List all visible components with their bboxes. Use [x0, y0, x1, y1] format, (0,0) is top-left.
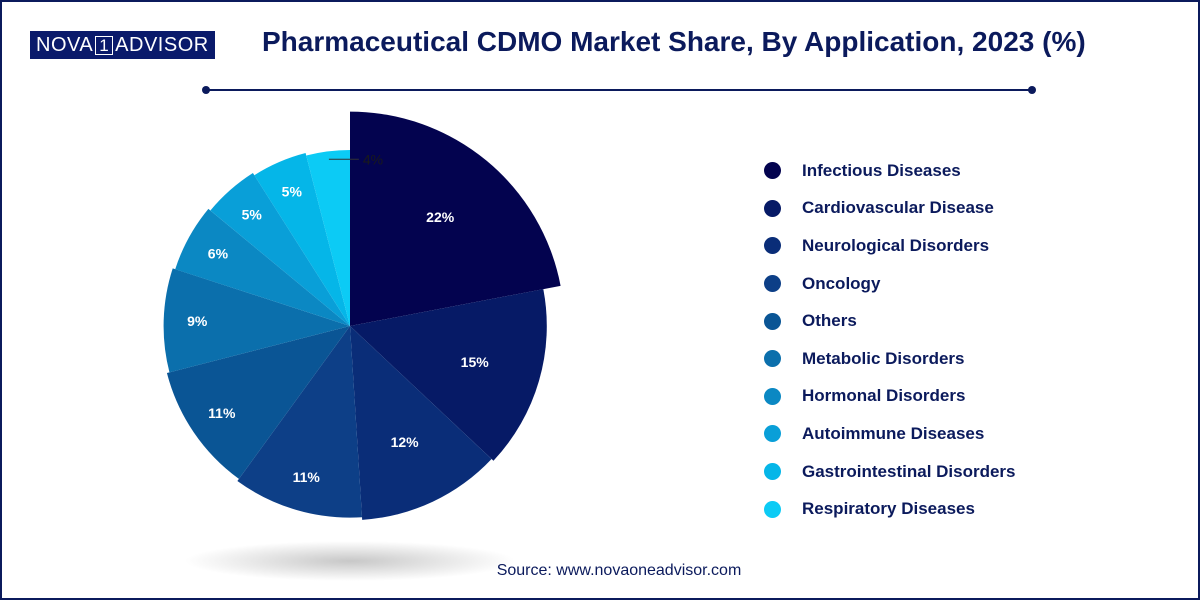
legend-swatch — [764, 237, 781, 255]
legend-swatch — [764, 199, 781, 217]
brand-logo: NOVA 1 ADVISOR — [30, 31, 215, 59]
logo-text-middle: 1 — [95, 36, 114, 55]
legend-item: Infectious Diseases — [764, 152, 1016, 190]
legend-label: Oncology — [802, 273, 881, 293]
logo-text-right: ADVISOR — [113, 31, 215, 59]
legend-item: Oncology — [764, 265, 1016, 303]
pie-slice-others — [166, 326, 350, 479]
slice-label: 15% — [461, 354, 490, 370]
legend-label: Metabolic Disorders — [802, 348, 965, 368]
slice-label: 6% — [208, 245, 229, 261]
pie-slice-infectious-diseases — [350, 111, 561, 326]
slice-label: 12% — [391, 434, 420, 450]
pie-slice-metabolic-disorders — [163, 268, 350, 373]
pie-slice-gastrointestinal-disorders — [254, 153, 350, 326]
pie-slice-autoimmune-diseases — [210, 173, 350, 326]
legend-label: Others — [802, 311, 857, 331]
source-note: Source: www.novaoneadvisor.com — [496, 562, 742, 579]
logo-text-left: NOVA — [30, 31, 96, 59]
slice-label: 5% — [242, 207, 263, 223]
legend-swatch — [764, 350, 781, 368]
pie-slice-oncology — [237, 326, 363, 518]
pie-slice-cardiovascular-disease — [350, 289, 547, 461]
legend-item: Gastrointestinal Disorders — [764, 453, 1016, 491]
legend-swatch — [764, 387, 781, 405]
legend-label: Respiratory Diseases — [802, 499, 975, 519]
title-divider — [202, 86, 1036, 94]
slice-label: 11% — [208, 405, 236, 421]
legend-item: Respiratory Diseases — [764, 490, 1016, 528]
slice-label: 5% — [282, 184, 303, 200]
legend-item: Neurological Disorders — [764, 227, 1016, 265]
legend-item: Autoimmune Diseases — [764, 415, 1016, 453]
legend-label: Hormonal Disorders — [802, 386, 966, 406]
slice-label: 9% — [187, 313, 208, 329]
legend-item: Hormonal Disorders — [764, 378, 1016, 416]
legend: Infectious Diseases Cardiovascular Diseas… — [764, 152, 1016, 528]
legend-swatch — [764, 463, 781, 481]
legend-item: Metabolic Disorders — [764, 340, 1016, 378]
legend-item: Others — [764, 302, 1016, 340]
legend-item: Cardiovascular Disease — [764, 190, 1016, 228]
legend-label: Autoimmune Diseases — [802, 423, 985, 443]
pie-slice-neurological-disorders — [350, 326, 492, 520]
legend-swatch — [764, 162, 781, 180]
legend-swatch — [764, 275, 781, 293]
pie-slice-hormonal-disorders — [175, 208, 350, 326]
chart-title: Pharmaceutical CDMO Market Share, By App… — [262, 26, 1086, 57]
legend-label: Gastrointestinal Disorders — [802, 461, 1016, 481]
slice-label: 4% — [363, 151, 383, 167]
legend-label: Infectious Diseases — [802, 160, 961, 180]
legend-swatch — [764, 500, 781, 518]
pie-shadow — [185, 541, 515, 581]
slice-label: 11% — [293, 469, 321, 485]
legend-label: Neurological Disorders — [802, 235, 990, 255]
legend-label: Cardiovascular Disease — [802, 198, 994, 218]
slice-label: 22% — [426, 209, 455, 225]
legend-swatch — [764, 425, 781, 443]
pie-slice-respiratory-diseases — [306, 150, 350, 326]
legend-swatch — [764, 312, 781, 330]
